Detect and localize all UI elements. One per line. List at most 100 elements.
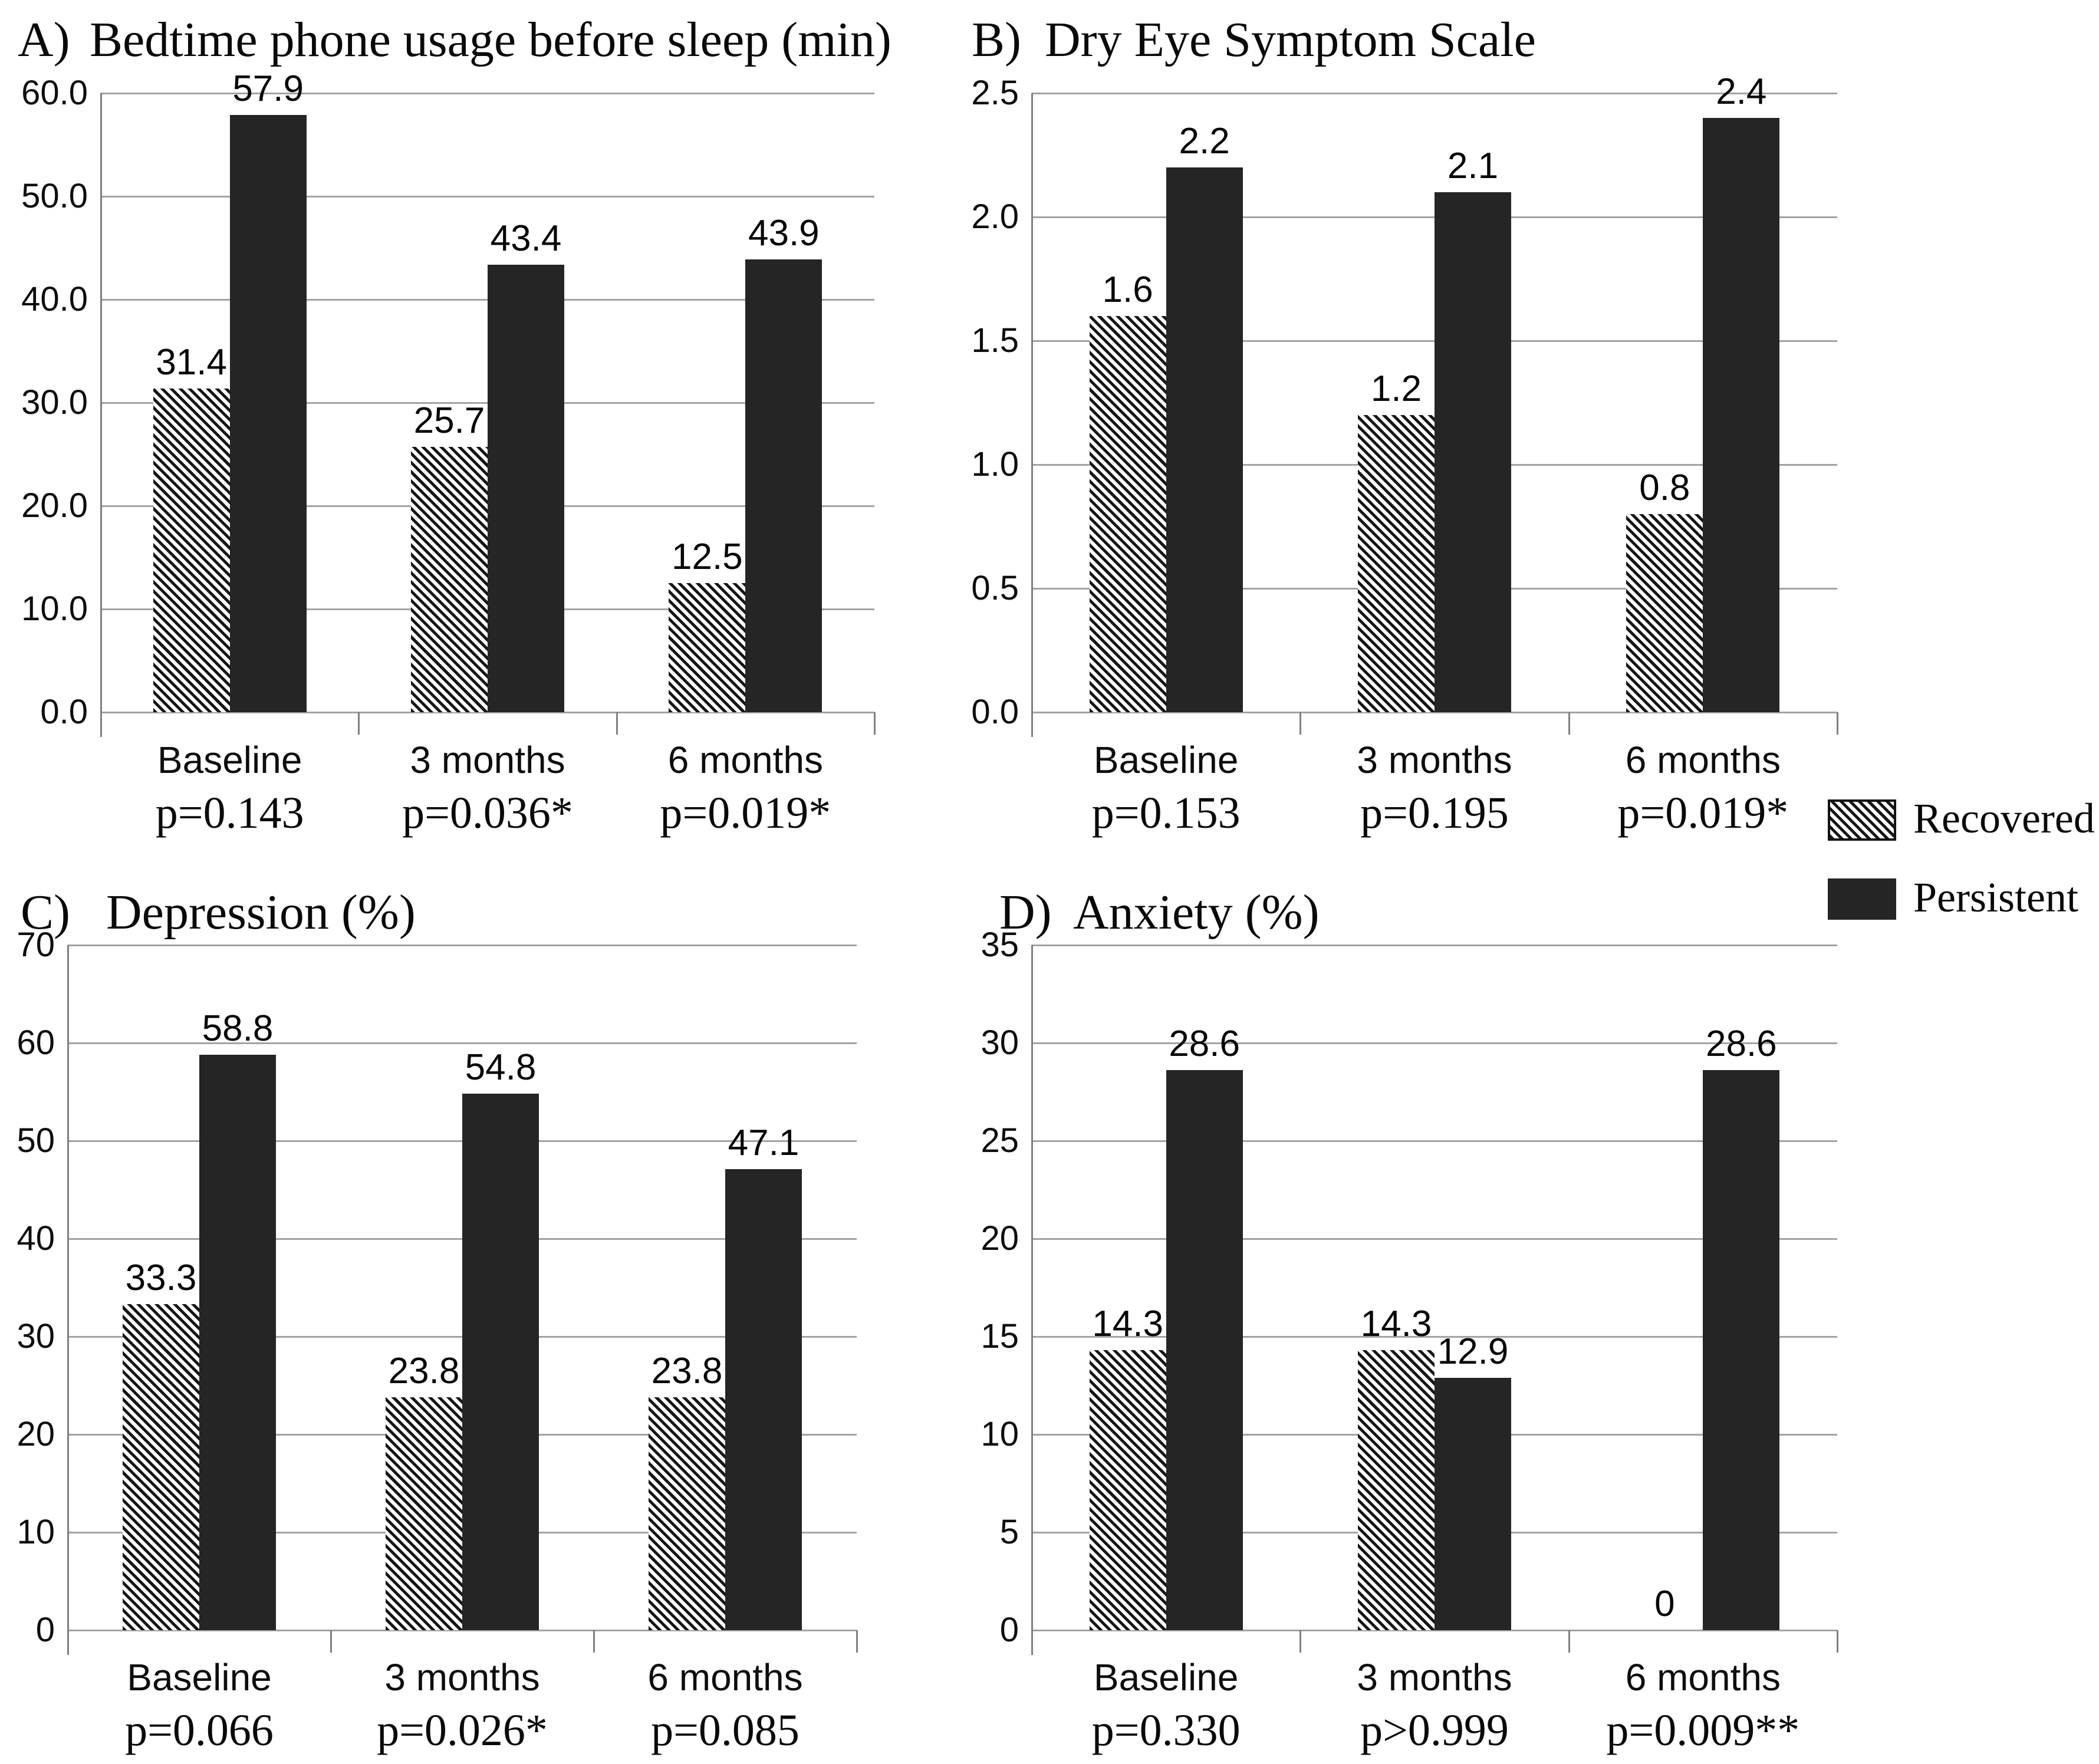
gridline xyxy=(68,1630,857,1631)
bar-persistent xyxy=(488,264,564,712)
gridline xyxy=(1032,944,1837,946)
category-label: 6 months xyxy=(647,1656,803,1699)
value-label-persistent: 12.9 xyxy=(1437,1331,1509,1372)
value-label-recovered: 1.2 xyxy=(1370,368,1422,409)
x-axis-tick xyxy=(1837,1630,1838,1653)
y-axis-line xyxy=(1031,93,1033,737)
y-axis-tick-label: 10.0 xyxy=(21,590,88,628)
y-axis-tick-label: 1.5 xyxy=(971,321,1019,360)
bar-persistent xyxy=(745,259,823,712)
p-value-label: p=0.195 xyxy=(1360,788,1509,838)
bar-recovered xyxy=(1089,1350,1166,1630)
gridline xyxy=(101,196,874,198)
gridline xyxy=(101,93,874,94)
x-axis-tick xyxy=(593,1630,595,1653)
p-value-label: p=0.153 xyxy=(1091,788,1241,838)
category-label: 3 months xyxy=(410,739,565,781)
gridline xyxy=(101,712,874,713)
y-axis-tick-label: 0 xyxy=(999,1611,1019,1649)
y-axis-tick-label: 60 xyxy=(17,1023,55,1062)
p-value-label: p=0.143 xyxy=(155,788,304,838)
value-label-persistent: 58.8 xyxy=(202,1008,274,1049)
bar-persistent xyxy=(1703,1070,1780,1630)
panel-c-title: Depression (%) xyxy=(106,885,416,940)
bar-recovered xyxy=(669,583,746,712)
panel-a-title-prefix: A) xyxy=(18,12,70,67)
panel-a-title: Bedtime phone usage before sleep (min) xyxy=(90,12,891,67)
category-label: 3 months xyxy=(384,1656,540,1699)
p-value-label: p=0.330 xyxy=(1091,1706,1241,1755)
bar-persistent xyxy=(199,1054,276,1630)
category-label: Baseline xyxy=(127,1656,272,1699)
y-axis-tick-label: 20 xyxy=(17,1415,55,1453)
category-label: 6 months xyxy=(1625,739,1781,781)
value-label-persistent: 43.9 xyxy=(748,212,820,254)
y-axis-tick-label: 50 xyxy=(17,1121,55,1160)
p-value-label: p=0.009** xyxy=(1606,1706,1800,1755)
p-value-label: p=0.019* xyxy=(1617,788,1789,838)
p-value-label: p=0.019* xyxy=(660,788,831,838)
value-label-persistent: 54.8 xyxy=(465,1047,537,1088)
x-axis-tick xyxy=(1299,712,1302,735)
bar-persistent xyxy=(462,1094,539,1630)
value-label-recovered: 0 xyxy=(1654,1584,1675,1624)
y-axis-tick-label: 0.0 xyxy=(971,693,1019,731)
bar-recovered xyxy=(123,1304,199,1630)
value-label-recovered: 1.6 xyxy=(1102,269,1153,310)
p-value-label: p>0.999 xyxy=(1360,1706,1509,1755)
value-label-recovered: 0.8 xyxy=(1639,468,1690,508)
gridline xyxy=(68,1042,857,1044)
panel-b-title-prefix: B) xyxy=(972,12,1021,67)
category-label: Baseline xyxy=(1093,1656,1239,1699)
gridline xyxy=(1032,1336,1837,1338)
y-axis-tick-label: 5 xyxy=(999,1513,1019,1551)
bar-recovered xyxy=(1358,415,1435,712)
gridline xyxy=(1032,712,1837,713)
bar-recovered xyxy=(1626,514,1703,712)
y-axis-tick-label: 0 xyxy=(35,1611,55,1649)
value-label-persistent: 28.6 xyxy=(1705,1023,1777,1065)
y-axis-tick-label: 20 xyxy=(981,1219,1019,1258)
value-label-recovered: 25.7 xyxy=(413,400,485,442)
gridline xyxy=(68,944,857,946)
y-axis-tick-label: 20.0 xyxy=(21,486,88,525)
y-axis-tick-label: 2.0 xyxy=(971,198,1019,236)
y-axis-tick-label: 50.0 xyxy=(21,177,88,215)
x-axis-tick xyxy=(358,712,360,735)
bar-persistent xyxy=(1166,167,1243,712)
y-axis-tick-label: 60.0 xyxy=(21,74,88,112)
value-label-recovered: 23.8 xyxy=(388,1350,460,1391)
panel-d-title-prefix: D) xyxy=(999,885,1052,940)
value-label-persistent: 57.9 xyxy=(232,68,304,109)
value-label-recovered: 33.3 xyxy=(125,1258,197,1299)
y-axis-line xyxy=(1031,945,1033,1655)
bar-recovered xyxy=(1358,1350,1435,1630)
value-label-recovered: 23.8 xyxy=(651,1350,723,1391)
y-axis-tick-label: 10 xyxy=(17,1513,55,1551)
legend-key-persistent-icon xyxy=(1828,878,1896,920)
gridline xyxy=(1032,93,1837,94)
x-axis-tick xyxy=(616,712,618,735)
y-axis-tick-label: 1.0 xyxy=(971,445,1019,483)
value-label-recovered: 14.3 xyxy=(1360,1304,1432,1345)
bar-recovered xyxy=(386,1397,462,1630)
gridline xyxy=(1032,1238,1837,1240)
bar-recovered xyxy=(411,447,488,712)
panel-b-title: Dry Eye Symptom Scale xyxy=(1045,12,1536,67)
legend-key-recovered-icon xyxy=(1828,799,1896,841)
y-axis-tick-label: 25 xyxy=(981,1121,1019,1160)
p-value-label: p=0.085 xyxy=(651,1706,800,1755)
value-label-persistent: 28.6 xyxy=(1169,1023,1240,1065)
category-label: 6 months xyxy=(1625,1656,1781,1699)
gridline xyxy=(1032,1140,1837,1142)
value-label-persistent: 2.1 xyxy=(1447,146,1499,186)
category-label: 3 months xyxy=(1357,1656,1512,1699)
y-axis-tick-label: 10 xyxy=(981,1415,1019,1453)
x-axis-tick xyxy=(1568,1630,1570,1653)
category-label: Baseline xyxy=(157,739,302,781)
y-axis-tick-label: 30 xyxy=(981,1023,1019,1062)
value-label-recovered: 14.3 xyxy=(1092,1304,1163,1345)
bar-recovered xyxy=(649,1397,725,1630)
legend-label-recovered: Recovered xyxy=(1913,795,2095,842)
value-label-persistent: 43.4 xyxy=(490,218,562,259)
